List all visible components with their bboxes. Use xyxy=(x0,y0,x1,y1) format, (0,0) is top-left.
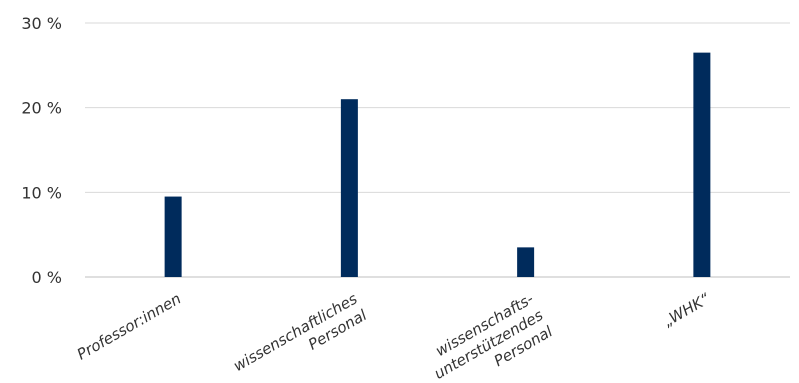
y-tick-label: 0 % xyxy=(32,268,62,287)
gridlines xyxy=(85,22,790,278)
bar xyxy=(164,196,182,277)
bar xyxy=(517,247,535,277)
x-tick-label: Professor:innen xyxy=(74,290,184,364)
x-tick-label: wissenschaftlichesPersonal xyxy=(230,289,370,383)
y-tick-label: 10 % xyxy=(21,183,62,202)
y-axis-ticks: 0 % 10 % 20 % 30 % xyxy=(21,14,62,287)
bar xyxy=(340,99,358,277)
x-axis-labels: Professor:innen wissenschaftlichesPersona… xyxy=(74,289,713,383)
x-tick-label: wissenschafts-unterstützendesPersonal xyxy=(421,289,556,383)
bars xyxy=(164,52,711,278)
x-tick-label: „WHK“ xyxy=(660,289,713,330)
y-tick-label: 30 % xyxy=(21,14,62,33)
bar xyxy=(693,52,711,278)
y-tick-label: 20 % xyxy=(21,99,62,118)
